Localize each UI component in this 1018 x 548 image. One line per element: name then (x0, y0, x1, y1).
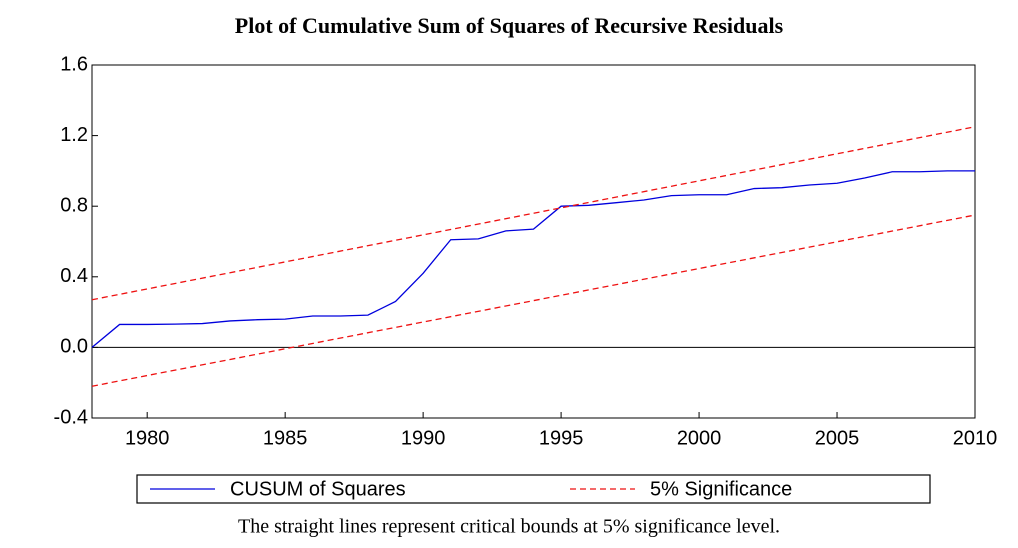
y-tick-label: 0.8 (60, 194, 88, 216)
x-tick-label: 2010 (953, 427, 998, 449)
legend-label: 5% Significance (650, 478, 792, 500)
x-tick-label: 2005 (815, 427, 860, 449)
caption: The straight lines represent critical bo… (238, 516, 780, 538)
x-tick-label: 2000 (677, 427, 722, 449)
x-tick-label: 1985 (263, 427, 308, 449)
legend-box (136, 474, 931, 504)
series-line (91, 214, 976, 387)
y-tick-label: 1.2 (60, 124, 88, 146)
x-tick-label: 1995 (539, 427, 584, 449)
y-tick-label: 0.0 (60, 336, 88, 358)
x-tick-label: 1990 (401, 427, 446, 449)
chart-title: Plot of Cumulative Sum of Squares of Rec… (235, 13, 784, 38)
y-tick-label: 0.4 (60, 265, 88, 287)
y-tick-label: 1.6 (60, 53, 88, 75)
y-tick-label: -0.4 (54, 406, 88, 428)
legend-label: CUSUM of Squares (230, 478, 406, 500)
series-line (91, 126, 976, 301)
plot-frame (91, 64, 976, 419)
x-tick-label: 1980 (125, 427, 170, 449)
series-line (91, 170, 975, 348)
